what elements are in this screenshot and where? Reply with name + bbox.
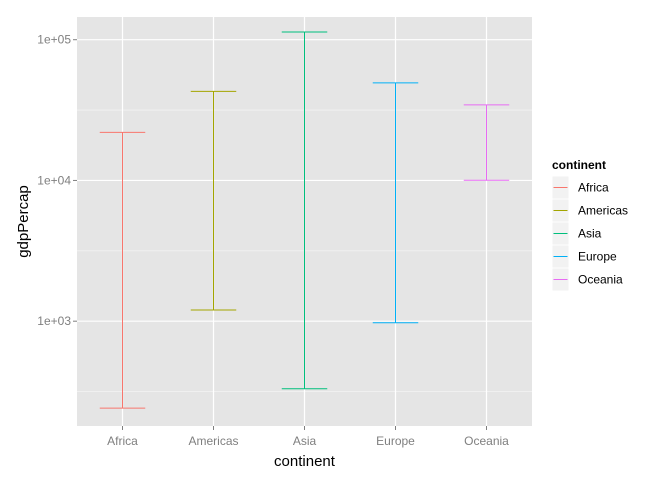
- errorbar-africa: [99, 131, 146, 409]
- x-tick-label: Europe: [376, 434, 415, 448]
- x-axis-ticks: Africa Americas Asia Europe Oceania: [107, 426, 509, 448]
- legend-item-americas: Americas: [551, 198, 628, 223]
- x-tick-label: Africa: [107, 434, 138, 448]
- y-axis-title: gdpPercap: [15, 185, 32, 258]
- y-tick-label: 1e+05: [37, 33, 71, 47]
- errorbar-americas: [190, 90, 237, 311]
- x-tick-label: Americas: [188, 434, 238, 448]
- errorbar-asia: [281, 31, 328, 390]
- y-axis-ticks: 1e+03 1e+04 1e+05: [37, 33, 77, 328]
- legend-item-oceania: Oceania: [551, 267, 623, 292]
- y-tick-label: 1e+03: [37, 314, 71, 328]
- legend-keys: Africa Americas Asia Europe Oceania: [551, 175, 628, 292]
- errorbar-europe: [372, 82, 419, 324]
- x-axis-title: continent: [274, 453, 336, 470]
- legend-item-asia: Asia: [551, 221, 602, 246]
- legend-item-africa: Africa: [551, 175, 609, 200]
- legend-label: Europe: [578, 250, 617, 264]
- y-tick-label: 1e+04: [37, 173, 71, 187]
- legend-label: Africa: [578, 181, 609, 195]
- x-tick-label: Asia: [293, 434, 317, 448]
- legend-label: Oceania: [578, 273, 623, 287]
- x-tick-label: Oceania: [464, 434, 509, 448]
- legend: continent Africa Americas Asia Europe Oceani…: [551, 158, 628, 292]
- errorbar-oceania: [463, 104, 510, 181]
- legend-item-europe: Europe: [551, 244, 617, 269]
- error-bars: [99, 31, 510, 409]
- legend-label: Americas: [578, 204, 628, 218]
- legend-title: continent: [552, 158, 606, 172]
- legend-label: Asia: [578, 227, 602, 241]
